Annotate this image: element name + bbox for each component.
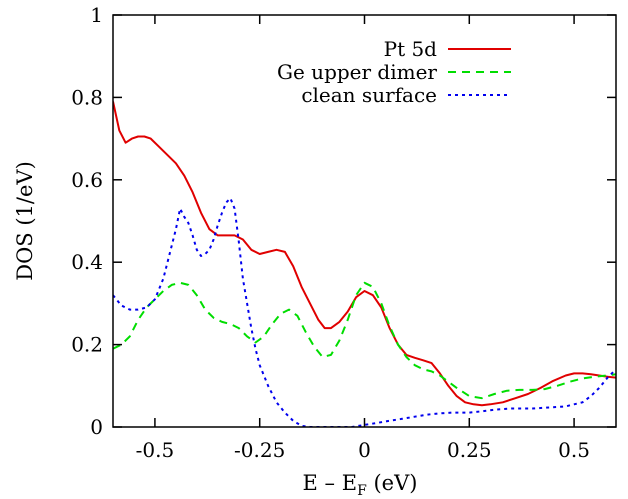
series-line-2 xyxy=(113,197,616,427)
y-axis-label: DOS (1/eV) xyxy=(13,161,37,281)
legend-item-1: Ge upper dimer xyxy=(277,60,511,84)
series-line-1 xyxy=(113,281,616,400)
legend-item-2: clean surface xyxy=(301,83,511,107)
y-tick-label: 1 xyxy=(90,3,103,27)
x-tick-label: -0.5 xyxy=(136,438,175,462)
y-tick-label: 0 xyxy=(90,415,103,439)
x-axis-label: E – EF (eV) xyxy=(303,471,418,499)
y-tick-label: 0.4 xyxy=(71,250,103,274)
y-tick-label: 0.6 xyxy=(71,168,103,192)
x-axis-label-main: E – E xyxy=(303,471,358,495)
x-axis-label-unit: (eV) xyxy=(367,471,418,495)
series-line-0 xyxy=(113,101,616,407)
legend-label: Ge upper dimer xyxy=(277,60,437,84)
legend-label: Pt 5d xyxy=(384,37,438,61)
x-tick-label: 0 xyxy=(358,438,371,462)
y-tick-label: 0.8 xyxy=(71,85,103,109)
y-tick-label: 0.2 xyxy=(71,333,103,357)
legend-item-0: Pt 5d xyxy=(384,37,511,61)
ticks-layer xyxy=(113,14,616,428)
legend-label: clean surface xyxy=(301,83,437,107)
x-tick-label: 0.25 xyxy=(447,438,492,462)
x-axis-label-subscript: F xyxy=(357,483,367,499)
x-tick-label: 0.5 xyxy=(558,438,590,462)
tick-labels-layer: -0.5 -0.25 0 0.25 0.5 0 0.2 0.4 0.6 0.8 1 xyxy=(71,3,590,462)
series-layer xyxy=(113,101,616,427)
x-tick-label: -0.25 xyxy=(234,438,285,462)
